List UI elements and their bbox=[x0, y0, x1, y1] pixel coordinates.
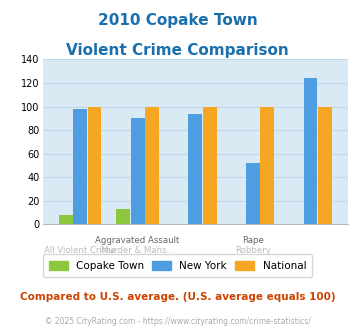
Bar bbox=[88, 107, 102, 224]
Bar bbox=[260, 107, 274, 224]
Bar bbox=[59, 215, 72, 224]
Text: Robbery: Robbery bbox=[235, 246, 271, 255]
Text: Rape: Rape bbox=[242, 236, 264, 245]
Bar bbox=[145, 107, 159, 224]
Bar bbox=[203, 107, 217, 224]
Text: © 2025 CityRating.com - https://www.cityrating.com/crime-statistics/: © 2025 CityRating.com - https://www.city… bbox=[45, 317, 310, 326]
Bar bbox=[318, 107, 332, 224]
Bar bbox=[131, 118, 144, 224]
Bar bbox=[304, 78, 317, 224]
Bar bbox=[246, 163, 260, 224]
Text: Murder & Mans...: Murder & Mans... bbox=[101, 246, 174, 255]
Bar bbox=[116, 209, 130, 224]
Legend: Copake Town, New York, National: Copake Town, New York, National bbox=[43, 254, 312, 277]
Bar bbox=[189, 114, 202, 224]
Text: 2010 Copake Town: 2010 Copake Town bbox=[98, 13, 257, 28]
Bar bbox=[73, 109, 87, 224]
Text: Violent Crime Comparison: Violent Crime Comparison bbox=[66, 43, 289, 58]
Text: Compared to U.S. average. (U.S. average equals 100): Compared to U.S. average. (U.S. average … bbox=[20, 292, 335, 302]
Text: Aggravated Assault: Aggravated Assault bbox=[95, 236, 180, 245]
Text: All Violent Crime: All Violent Crime bbox=[44, 246, 116, 255]
